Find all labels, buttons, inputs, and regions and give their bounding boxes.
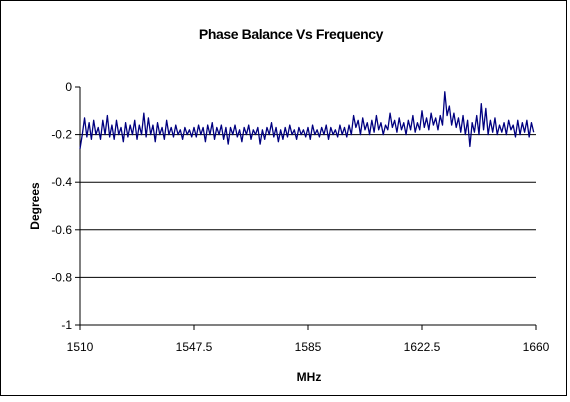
y-tick-label: -1 — [61, 318, 72, 332]
x-tick-label: 1660 — [523, 340, 550, 354]
y-axis-label: Degrees — [28, 182, 42, 230]
chart-title: Phase Balance Vs Frequency — [199, 26, 384, 42]
x-tick-label: 1585 — [295, 340, 322, 354]
phase-balance-chart: Phase Balance Vs Frequency Degrees MHz 0… — [28, 26, 550, 384]
y-tick-label: -0.8 — [51, 270, 72, 284]
x-tick-label: 1547.5 — [176, 340, 213, 354]
axes — [75, 86, 537, 330]
x-axis-label: MHz — [297, 370, 322, 384]
tick-labels: 0 -0.2 -0.4 -0.6 -0.8 -1 1510 1547.5 1585 1622.5 1… — [51, 80, 549, 354]
x-tick-label: 1622.5 — [404, 340, 441, 354]
y-tick-label: -0.4 — [51, 175, 72, 189]
y-tick-label: -0.2 — [51, 128, 72, 142]
y-tick-label: -0.6 — [51, 223, 72, 237]
series-layer — [79, 91, 535, 149]
x-tick-label: 1510 — [67, 340, 94, 354]
y-tick-label: 0 — [65, 80, 72, 94]
gridlines — [80, 134, 536, 326]
chart-frame: Phase Balance Vs Frequency Degrees MHz 0… — [0, 0, 567, 396]
phase-balance-series-line — [79, 91, 535, 149]
